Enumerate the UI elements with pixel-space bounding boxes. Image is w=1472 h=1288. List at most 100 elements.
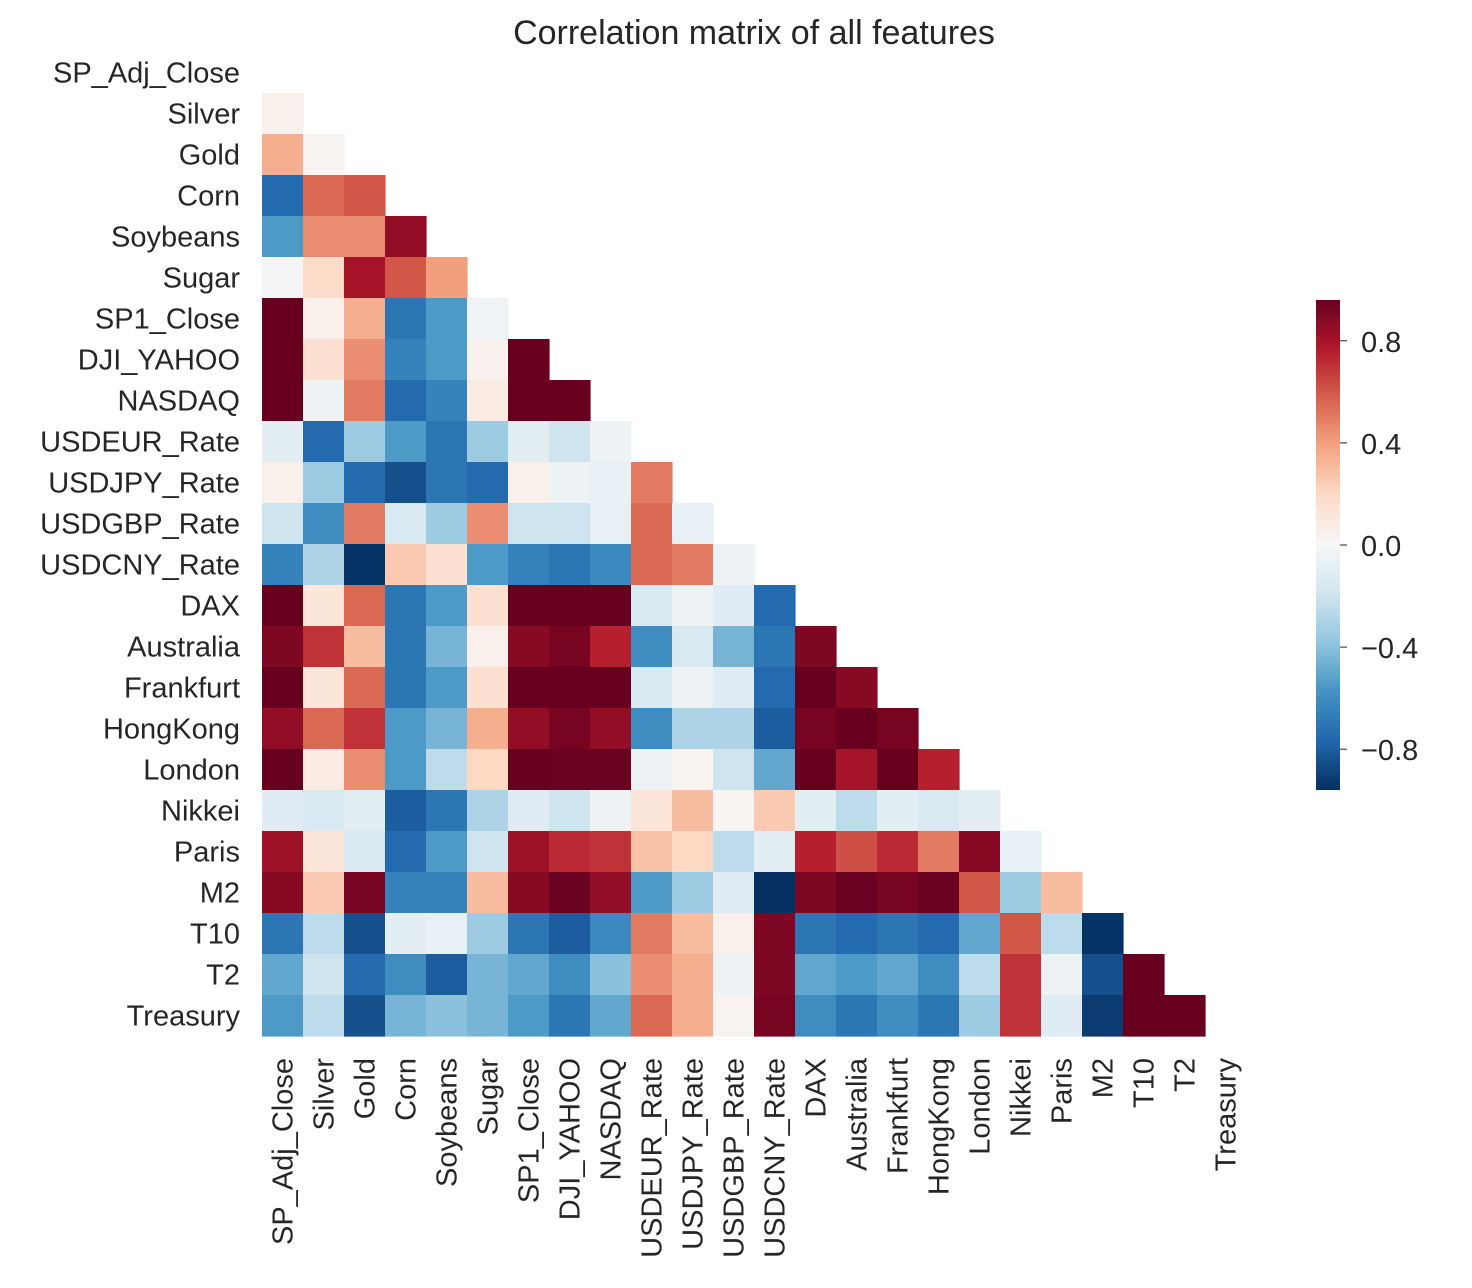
heatmap-cell-Treasury-DAX — [795, 995, 837, 1037]
heatmap-cell-HongKong-Frankfurt — [877, 708, 919, 750]
heatmap-cell-USDCNY_Rate-Gold — [344, 544, 386, 586]
heatmap-cell-T10-USDEUR_Rate — [631, 913, 673, 955]
heatmap-cell-Australia-SP_Adj_Close — [262, 626, 304, 668]
heatmap-cell-USDJPY_Rate-Sugar — [467, 462, 509, 504]
heatmap-cell-M2-SP1_Close — [508, 872, 550, 914]
heatmap-cell-SP1_Close-SP_Adj_Close — [262, 298, 304, 340]
colorbar-tick-label: −0.4 — [1361, 633, 1418, 665]
heatmap-cell-Corn-SP_Adj_Close — [262, 175, 304, 217]
heatmap-cell-T2-USDJPY_Rate — [672, 954, 714, 996]
heatmap-cell-T2-Corn — [385, 954, 427, 996]
heatmap-cell-NASDAQ-SP1_Close — [508, 380, 550, 422]
heatmap-cell-Paris-SP1_Close — [508, 831, 550, 873]
x-tick-label: Paris — [1047, 1058, 1079, 1124]
heatmap-cell-T2-Gold — [344, 954, 386, 996]
colorbar — [1316, 300, 1340, 790]
heatmap-cell-T10-USDJPY_Rate — [672, 913, 714, 955]
y-tick-label: USDEUR_Rate — [40, 427, 240, 459]
heatmap-cell-HongKong-Soybeans — [426, 708, 468, 750]
heatmap-cell-Paris-DAX — [795, 831, 837, 873]
heatmap-cell-SP1_Close-Corn — [385, 298, 427, 340]
heatmap-cell-USDJPY_Rate-USDEUR_Rate — [631, 462, 673, 504]
heatmap-cell-Treasury-USDCNY_Rate — [754, 995, 796, 1037]
heatmap-cell-DAX-USDJPY_Rate — [672, 585, 714, 627]
heatmap-cell-DAX-SP1_Close — [508, 585, 550, 627]
heatmap-cell-DAX-Gold — [344, 585, 386, 627]
heatmap-cell-Australia-Gold — [344, 626, 386, 668]
colorbar-tick-label: −0.8 — [1361, 735, 1418, 767]
heatmap-cell-NASDAQ-DJI_YAHOO — [549, 380, 591, 422]
heatmap-cell-USDCNY_Rate-SP_Adj_Close — [262, 544, 304, 586]
heatmap-cell-T2-SP1_Close — [508, 954, 550, 996]
heatmap-cell-USDGBP_Rate-DJI_YAHOO — [549, 503, 591, 545]
heatmap-cell-NASDAQ-Gold — [344, 380, 386, 422]
y-tick-label: SP_Adj_Close — [53, 58, 240, 90]
heatmap-cell-USDCNY_Rate-Silver — [303, 544, 345, 586]
heatmap-cell-M2-Frankfurt — [877, 872, 919, 914]
heatmap-cell-Treasury-Corn — [385, 995, 427, 1037]
heatmap-cell-USDGBP_Rate-NASDAQ — [590, 503, 632, 545]
heatmap-cell-Sugar-Silver — [303, 257, 345, 299]
y-tick-label: DAX — [180, 591, 240, 623]
heatmap-cell-USDJPY_Rate-Gold — [344, 462, 386, 504]
y-tick-label: Sugar — [163, 263, 241, 295]
heatmap-cell-Nikkei-USDGBP_Rate — [713, 790, 755, 832]
heatmap-cell-T2-Australia — [836, 954, 878, 996]
heatmap-cell-DAX-Soybeans — [426, 585, 468, 627]
heatmap-cell-Paris-Australia — [836, 831, 878, 873]
heatmap-cell-USDGBP_Rate-Sugar — [467, 503, 509, 545]
heatmap-cell-HongKong-Corn — [385, 708, 427, 750]
heatmap-cell-HongKong-Gold — [344, 708, 386, 750]
heatmap-cell-HongKong-DAX — [795, 708, 837, 750]
heatmap-cell-T10-SP_Adj_Close — [262, 913, 304, 955]
x-tick-label: USDGBP_Rate — [719, 1058, 751, 1258]
heatmap-cell-Frankfurt-USDEUR_Rate — [631, 667, 673, 709]
heatmap-cell-M2-Paris — [1041, 872, 1083, 914]
heatmap-cell-M2-London — [959, 872, 1001, 914]
heatmap-cell-Frankfurt-Corn — [385, 667, 427, 709]
y-tick-label: London — [143, 755, 240, 787]
heatmap-cell-Nikkei-DJI_YAHOO — [549, 790, 591, 832]
heatmap-cell-Nikkei-NASDAQ — [590, 790, 632, 832]
heatmap-cell-London-USDGBP_Rate — [713, 749, 755, 791]
heatmap-cell-Paris-USDEUR_Rate — [631, 831, 673, 873]
heatmap-cell-Paris-Silver — [303, 831, 345, 873]
heatmap-cell-M2-Gold — [344, 872, 386, 914]
heatmap-cell-USDJPY_Rate-Corn — [385, 462, 427, 504]
heatmap-cell-Australia-USDJPY_Rate — [672, 626, 714, 668]
heatmap-cell-Paris-NASDAQ — [590, 831, 632, 873]
heatmap-cell-Silver-SP_Adj_Close — [262, 93, 304, 135]
heatmap-cell-T10-Silver — [303, 913, 345, 955]
heatmap-cell-Nikkei-SP_Adj_Close — [262, 790, 304, 832]
heatmap-cell-Paris-London — [959, 831, 1001, 873]
heatmap-cell-NASDAQ-Sugar — [467, 380, 509, 422]
heatmap-cell-DJI_YAHOO-Gold — [344, 339, 386, 381]
heatmap-cell-London-USDEUR_Rate — [631, 749, 673, 791]
x-tick-label: Australia — [842, 1057, 874, 1171]
heatmap-cell-USDEUR_Rate-Gold — [344, 421, 386, 463]
heatmap-cell-Australia-Soybeans — [426, 626, 468, 668]
heatmap-cell-T10-DJI_YAHOO — [549, 913, 591, 955]
heatmap-cell-Sugar-Corn — [385, 257, 427, 299]
heatmap-cell-T10-SP1_Close — [508, 913, 550, 955]
colorbar-tick-label: 0.8 — [1361, 327, 1401, 359]
heatmap-cell-M2-USDJPY_Rate — [672, 872, 714, 914]
heatmap-cell-T10-Gold — [344, 913, 386, 955]
heatmap-cell-T2-USDEUR_Rate — [631, 954, 673, 996]
heatmap-cell-Australia-NASDAQ — [590, 626, 632, 668]
heatmap-cell-DAX-USDEUR_Rate — [631, 585, 673, 627]
heatmap-cell-Treasury-M2 — [1082, 995, 1124, 1037]
heatmap-cell-NASDAQ-Corn — [385, 380, 427, 422]
heatmap-cell-Treasury-Sugar — [467, 995, 509, 1037]
y-axis-tick-labels: SP_Adj_Close Silver Gold Corn Soybeans Sugar S… — [40, 58, 241, 1033]
heatmap-cell-M2-Corn — [385, 872, 427, 914]
heatmap-cell-T10-London — [959, 913, 1001, 955]
heatmap-cell-Treasury-USDJPY_Rate — [672, 995, 714, 1037]
heatmap-cell-T10-USDCNY_Rate — [754, 913, 796, 955]
heatmap-cell-T2-Silver — [303, 954, 345, 996]
heatmap-cell-Soybeans-Silver — [303, 216, 345, 258]
heatmap-cell-T2-USDGBP_Rate — [713, 954, 755, 996]
heatmap-cell-Nikkei-DAX — [795, 790, 837, 832]
heatmap-cell-DAX-NASDAQ — [590, 585, 632, 627]
